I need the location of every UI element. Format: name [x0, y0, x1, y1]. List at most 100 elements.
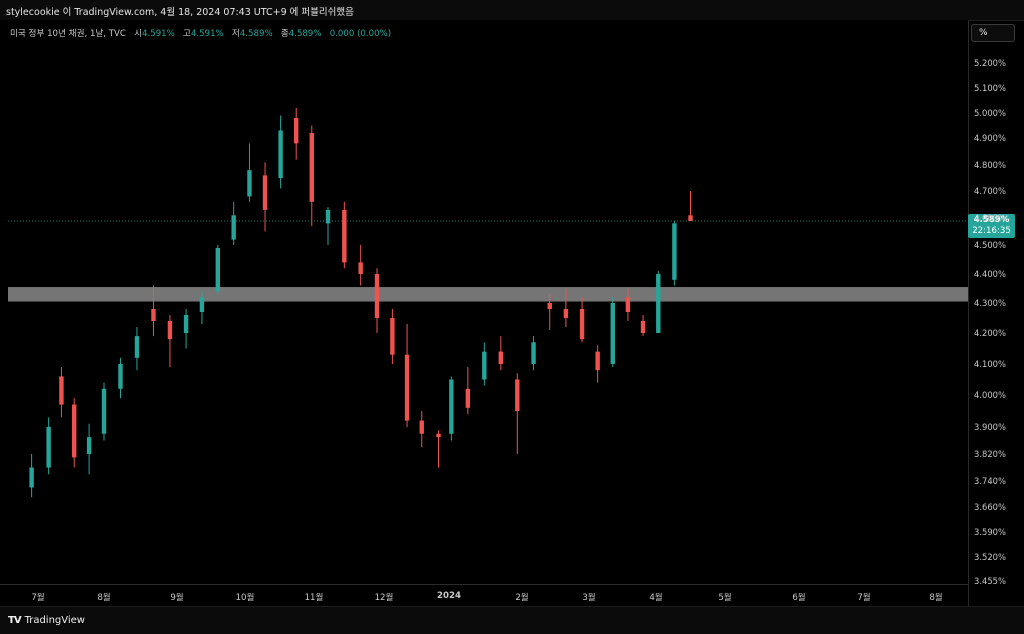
time-tick-label: 11월: [304, 593, 324, 603]
candle-body: [325, 209, 331, 224]
candle-body: [640, 321, 646, 333]
candle-body: [293, 118, 299, 144]
price-tick-label: 3.740%: [974, 476, 1006, 486]
candle-body: [278, 130, 283, 178]
price-tick-label: 3.455%: [974, 576, 1006, 586]
candle-body: [465, 388, 471, 408]
last-price-value: 4.589%: [973, 215, 1010, 225]
candle-body: [404, 354, 410, 421]
change-value: 0.000 (0.00%): [329, 29, 392, 39]
open-value: 4.591%: [142, 29, 175, 39]
candle-body: [390, 318, 395, 355]
candle-body: [515, 379, 520, 411]
candle-body: [436, 433, 441, 438]
time-tick-label: 10월: [235, 593, 255, 603]
last-price-tag: 4.589% 22:16:35: [968, 214, 1015, 238]
time-tick-label: 8월: [929, 593, 943, 603]
price-tick-label: 3.900%: [974, 422, 1006, 432]
time-tick-label: 8월: [97, 593, 111, 603]
symbol-legend: 미국 정부 10년 채권, 1날, TVC 시4.591% 고4.591% 저4…: [10, 27, 391, 39]
candle-body: [101, 388, 107, 434]
brand-name: TradingView: [24, 615, 85, 626]
price-tick-label: 4.200%: [974, 328, 1006, 338]
candle-body: [531, 342, 536, 364]
time-tick-label: 4월: [649, 593, 663, 603]
candle-body: [215, 247, 220, 292]
bar-countdown: 22:16:35: [972, 226, 1011, 236]
candle-body: [342, 209, 347, 263]
candle-body: [374, 274, 380, 318]
candle-body: [262, 175, 268, 210]
candle-body: [656, 274, 661, 333]
price-tick-label: 3.590%: [974, 527, 1006, 537]
candle-body: [595, 351, 600, 371]
candle-body: [183, 315, 189, 333]
candle-body: [118, 364, 123, 389]
footer-bar: 𝗧𝗩 TradingView: [0, 606, 1024, 634]
price-tick-label: 5.000%: [974, 108, 1006, 118]
low-value: 4.589%: [239, 29, 273, 39]
price-tick-label: 4.900%: [974, 133, 1006, 143]
chart-pane[interactable]: [0, 20, 968, 584]
candle-body: [358, 262, 363, 274]
candle-body: [71, 404, 77, 458]
price-tick-label: 4.000%: [974, 390, 1006, 400]
price-axis[interactable]: [968, 20, 1024, 606]
publish-caption: stylecookie 이 TradingView.com, 4월 18, 20…: [6, 7, 354, 18]
candle-body: [625, 297, 631, 312]
low-label: 저: [231, 29, 240, 39]
time-tick-label: 7월: [857, 593, 871, 603]
candle-body: [247, 170, 252, 197]
time-tick-label: 3월: [582, 593, 596, 603]
candle-body: [419, 420, 424, 434]
candle-body: [151, 309, 156, 321]
open-label: 시: [134, 29, 143, 39]
percent-scale-button[interactable]: %: [971, 24, 1015, 42]
time-tick-label: 2024: [437, 591, 461, 601]
price-tick-label: 3.820%: [974, 449, 1006, 459]
time-axis[interactable]: [0, 584, 968, 607]
tradingview-logo-icon: 𝗧𝗩: [8, 615, 22, 626]
candle-body: [610, 303, 615, 364]
candle-body: [231, 215, 236, 240]
candle-body: [86, 437, 92, 454]
candle-body: [59, 376, 64, 405]
candle-body: [498, 351, 504, 364]
candle-body: [29, 467, 34, 488]
time-tick-label: 7월: [31, 593, 45, 603]
candle-body: [547, 303, 552, 309]
time-tick-label: 2월: [515, 593, 529, 603]
candle-body: [672, 223, 677, 280]
resistance-zone-band: [8, 287, 968, 302]
price-tick-label: 4.300%: [974, 298, 1006, 308]
price-tick-label: 4.100%: [974, 359, 1006, 369]
price-tick-label: 4.400%: [974, 269, 1006, 279]
high-value: 4.591%: [190, 29, 224, 39]
candle-body: [199, 297, 205, 312]
price-tick-label: 3.520%: [974, 552, 1006, 562]
candle-body: [449, 379, 454, 434]
price-tick-label: 4.700%: [974, 186, 1006, 196]
candle-body: [134, 336, 140, 358]
candle-body: [167, 321, 173, 340]
close-label: 종: [280, 29, 289, 39]
price-tick-label: 4.600%: [974, 213, 1006, 223]
price-tick-label: 3.660%: [974, 502, 1006, 512]
time-tick-label: 5월: [718, 593, 732, 603]
candle-body: [579, 309, 585, 340]
candle-body: [482, 351, 487, 380]
candle-body: [688, 215, 693, 221]
time-tick-label: 9월: [170, 593, 184, 603]
candle-body: [563, 309, 569, 318]
close-value: 4.589%: [288, 29, 322, 39]
price-tick-label: 5.100%: [974, 83, 1006, 93]
price-tick-label: 4.500%: [974, 240, 1006, 250]
symbol-title: 미국 정부 10년 채권, 1날, TVC: [10, 29, 126, 39]
candle-body: [46, 427, 51, 468]
price-tick-label: 4.800%: [974, 160, 1006, 170]
high-label: 고: [183, 29, 191, 39]
candle-body: [309, 133, 314, 202]
price-tick-label: 5.200%: [974, 58, 1006, 68]
tradingview-logo[interactable]: 𝗧𝗩 TradingView: [8, 615, 85, 626]
